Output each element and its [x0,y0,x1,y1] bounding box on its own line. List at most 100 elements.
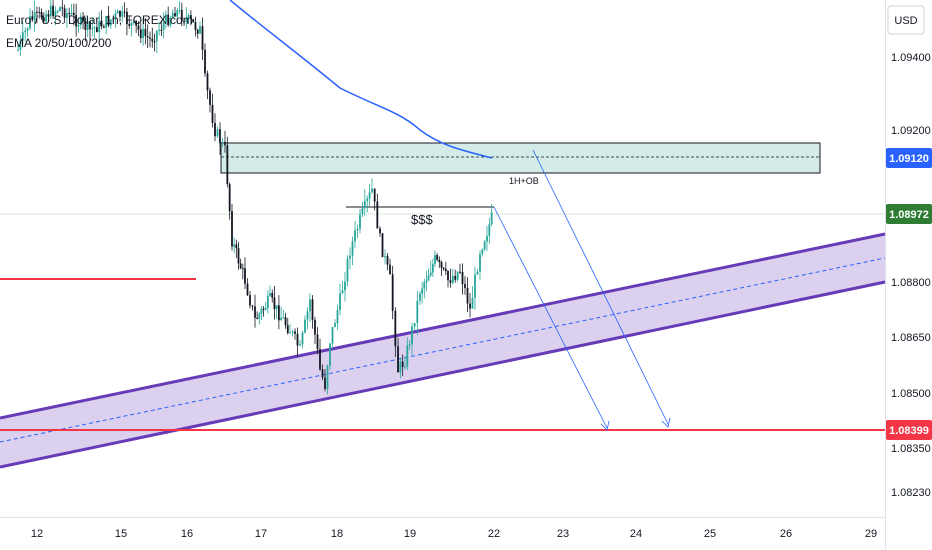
candle-body [52,5,54,17]
candle-body [391,274,394,311]
candle-body [269,293,271,296]
candle-body [199,26,201,34]
candle-body [339,293,341,310]
candle-body [165,14,167,23]
projection-path-2[interactable] [532,149,671,428]
candle-body [260,308,263,314]
candle-body [289,332,291,334]
candle-body [456,271,459,280]
candle-body [459,271,461,273]
candle-body [481,249,484,255]
candle-body [47,14,50,17]
candle-body [146,36,149,38]
candle-body [436,255,439,260]
candle-body [271,293,274,298]
candle-body [59,7,61,12]
candle-body [429,272,432,276]
candle-body [423,282,426,289]
channel-lower-line[interactable] [0,280,886,469]
candle-body [266,295,269,308]
candle-body [404,366,406,368]
candle-body [135,20,138,26]
candle-body [128,24,131,26]
channel-upper-line[interactable] [0,232,886,420]
liquidity-label: $$$ [411,212,433,227]
candle-body [329,343,331,366]
candle-body [216,129,219,137]
candle-body [33,11,36,20]
candle-body [29,16,31,29]
x-tick-label: 18 [331,528,343,540]
candle-body [301,332,304,345]
candle-body [153,41,156,43]
candle-body [160,29,163,31]
candle-body [321,369,324,378]
candle-body [116,11,119,14]
candle-body [224,141,226,146]
candle-body [171,13,174,18]
candle-body [286,325,289,333]
candle-body [119,11,121,17]
candle-body [394,310,397,347]
currency-button[interactable] [887,5,925,35]
candle-body [228,184,231,212]
candle-body [19,40,22,50]
candle-body [483,241,486,250]
candle-body [425,280,428,283]
candle-body [346,258,349,282]
candle-body [246,283,249,296]
candle-body [139,29,142,38]
candle-body [319,349,321,370]
candle-body [471,297,474,309]
candle-body [174,13,176,17]
candle-body [306,311,309,320]
candle-body [239,263,242,269]
candle-body [235,244,238,249]
order-block-label: 1H+OB [509,176,539,186]
x-tick-label: 24 [630,528,642,540]
candle-body [204,49,206,74]
y-tick-label: 1.09400 [891,52,931,64]
candle-body [354,230,356,242]
candle-body [211,104,214,123]
candle-body [45,14,48,22]
candle-body [61,7,64,9]
ema-price-badge [886,148,932,168]
candle-body [326,365,329,389]
candle-body [105,16,108,28]
candle-body [399,361,402,373]
y-tick-label: 1.09200 [891,125,931,137]
candle-body [408,344,411,346]
projection-path-1[interactable] [493,206,610,431]
candle-body [440,262,443,268]
candle-body [251,305,254,307]
candle-body [183,21,185,23]
candle-body [214,122,216,137]
candle-body [479,254,481,272]
x-tick-label: 19 [404,528,416,540]
candle-body [304,319,306,333]
order-block-zone[interactable] [220,142,821,174]
candle-body [280,317,283,321]
candle-body [277,305,280,321]
candle-body [96,27,98,33]
candle-body [376,201,379,229]
candle-body [151,38,154,42]
candle-body [349,255,351,259]
candle-body [26,28,29,31]
indicator-label[interactable]: EMA 20/50/100/200 [6,36,112,50]
candle-body [190,15,192,20]
candle-body [68,13,71,15]
candle-body [176,10,179,17]
candle-body [324,377,326,389]
candle-body [237,248,240,264]
candle-body [185,17,188,22]
candle-body [63,8,66,18]
ema-line[interactable] [229,0,493,159]
candle-body [54,11,57,17]
candle-body [107,16,110,26]
candle-body [356,228,359,231]
candle-body [314,319,316,335]
candle-body [137,25,140,30]
